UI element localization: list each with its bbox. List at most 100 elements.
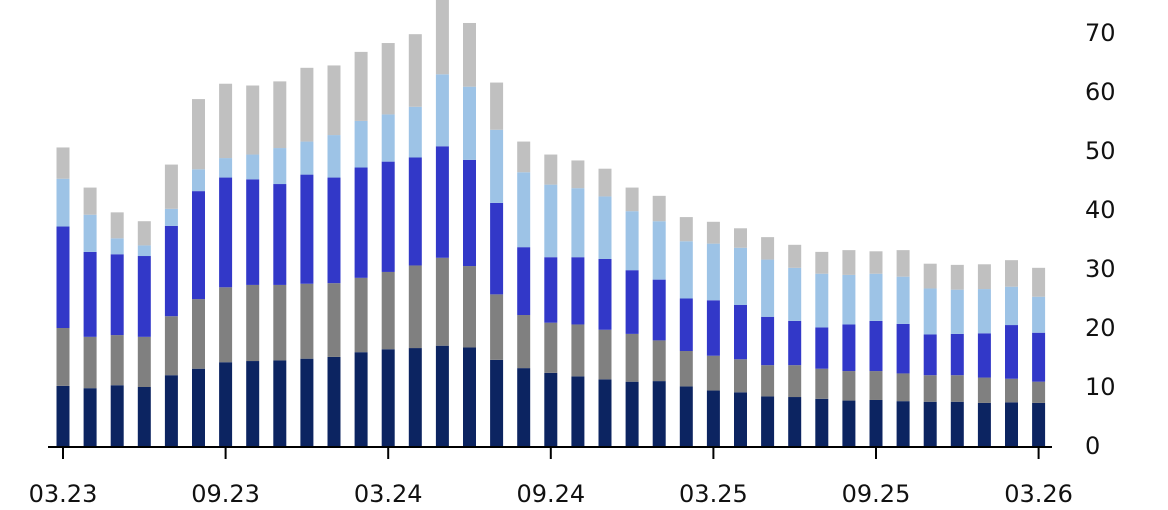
bar-segment-2024-02-s1 — [354, 352, 368, 446]
bar-segment-2024-07-s2 — [490, 294, 504, 360]
bar-segment-2023-09-s5 — [219, 83, 233, 159]
bar-segment-2025-08-s2 — [842, 371, 856, 401]
bar-segment-2026-01-s4 — [977, 289, 991, 334]
bar-segment-2025-06-s4 — [788, 267, 802, 321]
bar-segment-2024-06-s2 — [463, 266, 476, 348]
bar-segment-2024-05-s2 — [435, 257, 449, 346]
bar-segment-2024-09-s5 — [544, 154, 558, 185]
bar-segment-2025-09-s5 — [869, 251, 883, 274]
bar-segment-2024-04-s2 — [408, 265, 422, 349]
bar-segment-2026-03-s5 — [1032, 267, 1046, 297]
bar-segment-2023-04-s5 — [83, 187, 97, 215]
bar-segment-2023-11-s4 — [273, 148, 287, 185]
bar-segment-2023-03-s1 — [56, 385, 70, 446]
bar-segment-2023-03-s5 — [56, 147, 70, 179]
bar-segment-2025-01-s2 — [652, 340, 666, 382]
bar-segment-2024-12-s1 — [625, 381, 639, 446]
y-tick-label: 70 — [1085, 19, 1116, 47]
bar-segment-2024-02-s3 — [354, 167, 368, 278]
bar-segment-2024-04-s5 — [408, 34, 422, 107]
bar-segment-2025-03-s4 — [706, 243, 720, 301]
bar-segment-2025-10-s2 — [896, 373, 910, 402]
bar-segment-2025-12-s5 — [950, 264, 964, 290]
bar-segment-2024-09-s4 — [544, 184, 558, 258]
x-tick-label: 03.23 — [29, 480, 98, 508]
bar-segment-2023-12-s1 — [300, 358, 314, 446]
bar-segment-2025-06-s2 — [788, 365, 802, 398]
bar-segment-2023-05-s5 — [110, 212, 124, 239]
bar-segment-2026-02-s1 — [1005, 402, 1018, 446]
bar-segment-2024-03-s1 — [381, 349, 395, 446]
bar-segment-2023-06-s1 — [137, 387, 151, 446]
bar-segment-2025-01-s4 — [652, 221, 666, 280]
bar-segment-2024-07-s1 — [490, 359, 504, 446]
bar-segment-2025-10-s5 — [896, 250, 910, 277]
bar-segment-2024-04-s4 — [408, 106, 422, 158]
y-tick-label: 0 — [1085, 432, 1100, 460]
bar-segment-2024-01-s1 — [327, 356, 341, 446]
bar-segment-2023-03-s4 — [56, 178, 70, 227]
bar-segment-2025-03-s2 — [706, 355, 720, 391]
bar-segment-2024-07-s3 — [490, 202, 504, 295]
bar-segment-2024-05-s3 — [435, 146, 449, 258]
bar-segment-2024-11-s3 — [598, 258, 612, 330]
bar-segment-2024-03-s3 — [381, 161, 395, 272]
bars-group — [56, 0, 1046, 446]
bar-segment-2025-11-s3 — [923, 334, 937, 376]
bar-segment-2025-12-s2 — [950, 375, 964, 402]
bar-segment-2023-06-s3 — [137, 256, 151, 337]
bar-segment-2025-03-s1 — [706, 390, 720, 446]
bar-segment-2025-09-s4 — [869, 273, 883, 321]
bar-segment-2023-08-s1 — [192, 368, 205, 446]
bar-segment-2023-09-s3 — [219, 177, 233, 288]
bar-segment-2023-11-s2 — [273, 284, 287, 361]
bar-segment-2023-10-s2 — [246, 284, 260, 362]
bar-segment-2026-01-s3 — [977, 333, 991, 378]
bar-segment-2025-02-s4 — [679, 241, 693, 299]
x-tick-label: 09.24 — [516, 480, 585, 508]
bar-segment-2023-05-s3 — [110, 254, 124, 336]
bar-segment-2026-02-s5 — [1005, 260, 1018, 287]
bar-segment-2025-01-s3 — [652, 279, 666, 341]
bar-segment-2024-06-s1 — [463, 347, 476, 446]
bar-segment-2025-07-s3 — [815, 327, 829, 369]
bar-segment-2025-04-s5 — [734, 228, 747, 248]
bar-segment-2023-07-s3 — [164, 225, 178, 317]
bar-segment-2024-06-s3 — [463, 159, 476, 267]
bar-segment-2025-04-s2 — [734, 359, 747, 393]
bar-segment-2023-07-s1 — [164, 375, 178, 446]
bar-segment-2024-03-s2 — [381, 271, 395, 350]
bar-segment-2023-12-s4 — [300, 141, 314, 175]
bar-segment-2023-03-s3 — [56, 226, 70, 328]
y-tick-label: 60 — [1085, 78, 1116, 106]
bar-segment-2024-02-s5 — [354, 51, 368, 121]
bar-segment-2024-12-s4 — [625, 211, 639, 271]
bar-segment-2023-09-s1 — [219, 362, 233, 446]
bar-segment-2024-10-s5 — [571, 160, 585, 189]
bar-segment-2025-12-s1 — [950, 401, 964, 446]
bar-segment-2025-09-s1 — [869, 399, 883, 446]
bar-segment-2023-09-s2 — [219, 287, 233, 363]
bar-segment-2023-10-s1 — [246, 361, 260, 446]
bar-segment-2025-05-s5 — [761, 237, 775, 260]
y-tick-label: 10 — [1085, 373, 1116, 401]
bar-segment-2024-07-s5 — [490, 82, 504, 130]
y-axis-ticks: 0 10 20 30 40 50 60 70 — [1085, 19, 1116, 460]
bar-segment-2026-03-s2 — [1032, 381, 1046, 403]
bar-segment-2024-08-s3 — [517, 247, 531, 316]
bar-segment-2023-08-s2 — [192, 299, 205, 369]
bar-segment-2024-08-s5 — [517, 141, 531, 173]
y-tick-label: 30 — [1085, 255, 1116, 283]
bar-segment-2023-12-s3 — [300, 174, 314, 284]
bar-segment-2023-06-s4 — [137, 245, 151, 257]
bar-segment-2025-05-s2 — [761, 365, 775, 397]
bar-segment-2024-12-s2 — [625, 333, 639, 382]
bar-segment-2025-05-s4 — [761, 259, 775, 317]
bar-segment-2025-05-s3 — [761, 316, 775, 366]
bar-segment-2024-06-s5 — [463, 22, 476, 87]
bar-segment-2025-01-s5 — [652, 195, 666, 222]
y-tick-label: 20 — [1085, 314, 1116, 342]
bar-segment-2025-02-s2 — [679, 351, 693, 387]
bar-segment-2024-04-s1 — [408, 348, 422, 446]
bar-segment-2025-10-s1 — [896, 401, 910, 446]
